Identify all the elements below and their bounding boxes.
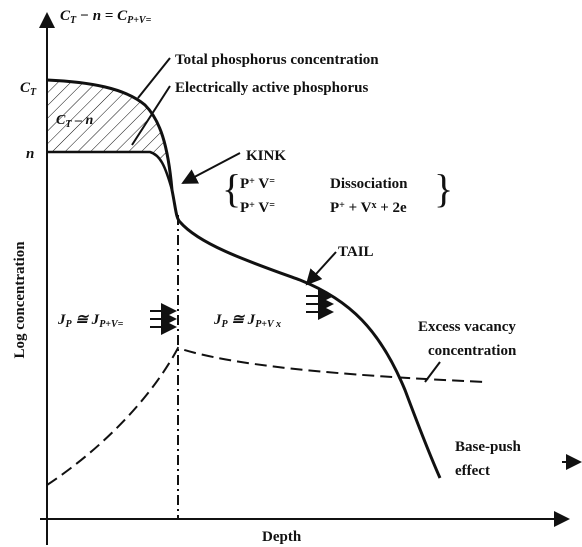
text-part: C <box>60 8 71 24</box>
reaction: P+ + Vx + 2e <box>330 200 407 216</box>
supscript: + <box>249 200 255 211</box>
text-part: Dissociation <box>330 176 408 192</box>
vacancy-label: concentration <box>428 343 517 359</box>
total-phosphorus-curve <box>46 78 442 479</box>
n-label: n <box>26 146 34 162</box>
subscript: P+V= <box>127 15 151 26</box>
text-part: P <box>330 200 339 216</box>
supscript: = <box>269 200 275 211</box>
active-phosphorus-curve <box>47 150 174 191</box>
total-label: Total phosphorus concentration <box>175 52 379 68</box>
subscript: P+V= <box>99 319 123 330</box>
top-equation: CT − n = CP+V= <box>60 8 152 26</box>
kink-label: KINK <box>246 148 286 164</box>
tail-arrow <box>305 251 337 286</box>
leader <box>131 85 171 146</box>
vacancy-label: Excess vacancy <box>418 319 516 335</box>
text-part: – n <box>71 113 93 128</box>
flux-arrows <box>150 288 334 335</box>
base-push-label: Base-push <box>455 439 522 455</box>
text-part: V <box>255 176 269 192</box>
text-part: C <box>20 80 31 96</box>
text-part: P <box>240 176 249 192</box>
text-part: − n = C <box>76 8 128 24</box>
text-part: + V <box>345 200 372 216</box>
x-axis-label: Depth <box>262 529 302 545</box>
tail-label: TAIL <box>338 244 374 260</box>
brace-left: { <box>222 166 241 211</box>
subscript: T <box>30 87 37 98</box>
text-part: J <box>213 312 222 328</box>
subscript: P+V x <box>255 319 281 330</box>
subscript: T <box>65 119 72 130</box>
base-push-label: effect <box>455 463 490 479</box>
text-part: C <box>56 113 66 128</box>
text-part: ≅ J <box>72 312 100 328</box>
active-label: Electrically active phosphorus <box>175 80 368 96</box>
supscript: + <box>339 200 345 211</box>
text-part: V <box>255 200 269 216</box>
y-axis-label: Log concentration <box>12 241 28 359</box>
vacancy-curve <box>46 346 486 486</box>
text-part: ≅ J <box>228 312 256 328</box>
subscript: P <box>222 319 229 330</box>
leader <box>137 57 171 99</box>
ct-label: CT <box>20 80 37 98</box>
leader <box>424 361 441 383</box>
supscript: + <box>249 176 255 187</box>
brace-right: } <box>434 166 453 211</box>
subscript: P <box>66 319 73 330</box>
text-part: J <box>57 312 66 328</box>
kink-arrow <box>181 152 241 184</box>
flux-left: JP ≅ JP+V= <box>57 312 124 330</box>
subscript: T <box>70 15 77 26</box>
reaction: P+ V= <box>240 176 275 192</box>
reaction: Dissociation <box>330 176 408 192</box>
reaction: P+ V= <box>240 200 275 216</box>
supscript: x <box>371 200 376 211</box>
region-label: CT – n <box>56 113 93 130</box>
text-part: + 2e <box>376 200 407 216</box>
flux-right: JP ≅ JP+V x <box>213 312 281 330</box>
text-part: P <box>240 200 249 216</box>
supscript: = <box>269 176 275 187</box>
